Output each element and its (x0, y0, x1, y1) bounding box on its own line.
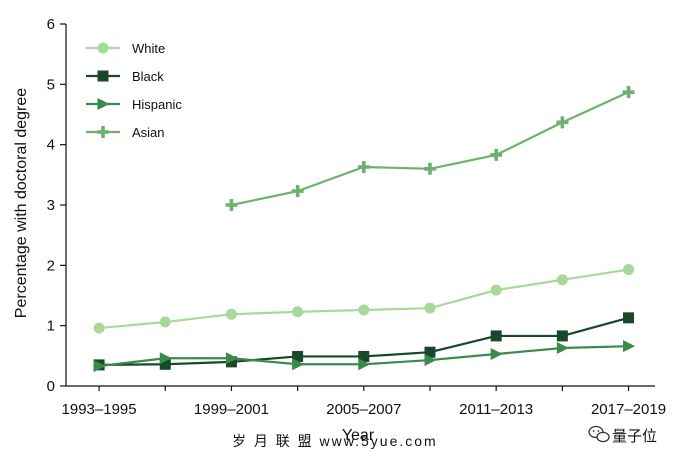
data-point-white (292, 306, 304, 318)
y-tick-label: 3 (47, 197, 55, 214)
chart-series (93, 86, 636, 373)
data-point-hispanic (490, 348, 503, 361)
data-point-hispanic (159, 352, 172, 365)
legend-marker-hispanic (97, 98, 110, 110)
data-point-black (292, 350, 304, 362)
data-point-asian (622, 86, 635, 99)
legend-item-hispanic: Hispanic (86, 97, 182, 112)
data-point-white (358, 304, 370, 316)
watermark-left-text: 岁 月 联 盟 www.5yue.com (232, 433, 438, 449)
wechat-icon (588, 425, 610, 443)
series-line-asian (231, 91, 629, 207)
y-tick-label: 6 (47, 16, 55, 33)
data-point-black (225, 356, 237, 368)
y-tick-label: 5 (47, 76, 55, 93)
data-point-black (159, 358, 171, 370)
y-tick-label: 2 (47, 257, 55, 274)
data-point-white (556, 274, 568, 286)
legend-item-asian: Asian (86, 125, 165, 140)
x-tick-label: 1993–1995 (62, 401, 137, 418)
legend-label-black: Black (132, 69, 164, 84)
x-tick-label: 2011–2013 (459, 401, 533, 418)
data-point-asian (490, 148, 503, 161)
series-black (93, 312, 635, 371)
series-asian (225, 86, 635, 211)
legend-marker-white (97, 42, 109, 54)
data-point-white (225, 308, 237, 320)
y-tick-label: 4 (47, 137, 55, 154)
legend-marker-black (97, 70, 109, 82)
legend-label-asian: Asian (132, 125, 165, 140)
series-white (93, 264, 635, 334)
data-point-hispanic (93, 360, 106, 373)
data-point-hispanic (556, 341, 569, 354)
x-tick-label: 1999–2001 (194, 401, 269, 418)
data-point-white (424, 302, 436, 314)
data-point-white (159, 316, 171, 328)
chart-legend: White Black Hispanic Asian (86, 41, 182, 140)
legend-item-white: White (86, 41, 165, 56)
x-tick-label: 2005–2007 (326, 401, 401, 418)
legend-label-white: White (132, 41, 165, 56)
y-axis-title: Percentage with doctoral degree (13, 88, 30, 318)
data-point-black (556, 330, 568, 342)
data-point-asian (556, 116, 569, 129)
data-point-hispanic (358, 358, 371, 371)
series-hispanic (93, 340, 636, 373)
legend-item-black: Black (86, 69, 164, 84)
data-point-asian (357, 160, 370, 173)
watermark: 岁 月 联 盟 www.5yue.com 量子位 (232, 425, 657, 449)
x-tick-label: 2017–2019 (591, 401, 666, 418)
legend-marker-asian (97, 126, 109, 138)
data-point-hispanic (225, 352, 238, 365)
data-point-black (490, 330, 502, 342)
data-point-black (623, 312, 635, 324)
x-axis-title: Year (342, 427, 375, 444)
y-tick-label: 1 (47, 318, 55, 335)
data-point-hispanic (292, 358, 305, 371)
data-point-hispanic (623, 340, 636, 353)
data-point-black (358, 350, 370, 362)
y-tick-label: 0 (47, 378, 55, 395)
legend-label-hispanic: Hispanic (132, 97, 182, 112)
data-point-asian (225, 199, 238, 211)
series-line-white (98, 268, 629, 330)
data-point-white (93, 322, 105, 334)
data-point-hispanic (424, 354, 437, 367)
data-point-asian (423, 162, 436, 175)
watermark-right-text: 量子位 (612, 428, 657, 445)
data-point-black (424, 346, 436, 358)
data-point-asian (291, 185, 304, 198)
data-point-white (623, 264, 635, 276)
data-point-white (490, 284, 502, 296)
chart-axes: 0 1 2 3 4 5 6 1993–1995 1999–2001 2005–2007 2011–2… (47, 16, 666, 418)
